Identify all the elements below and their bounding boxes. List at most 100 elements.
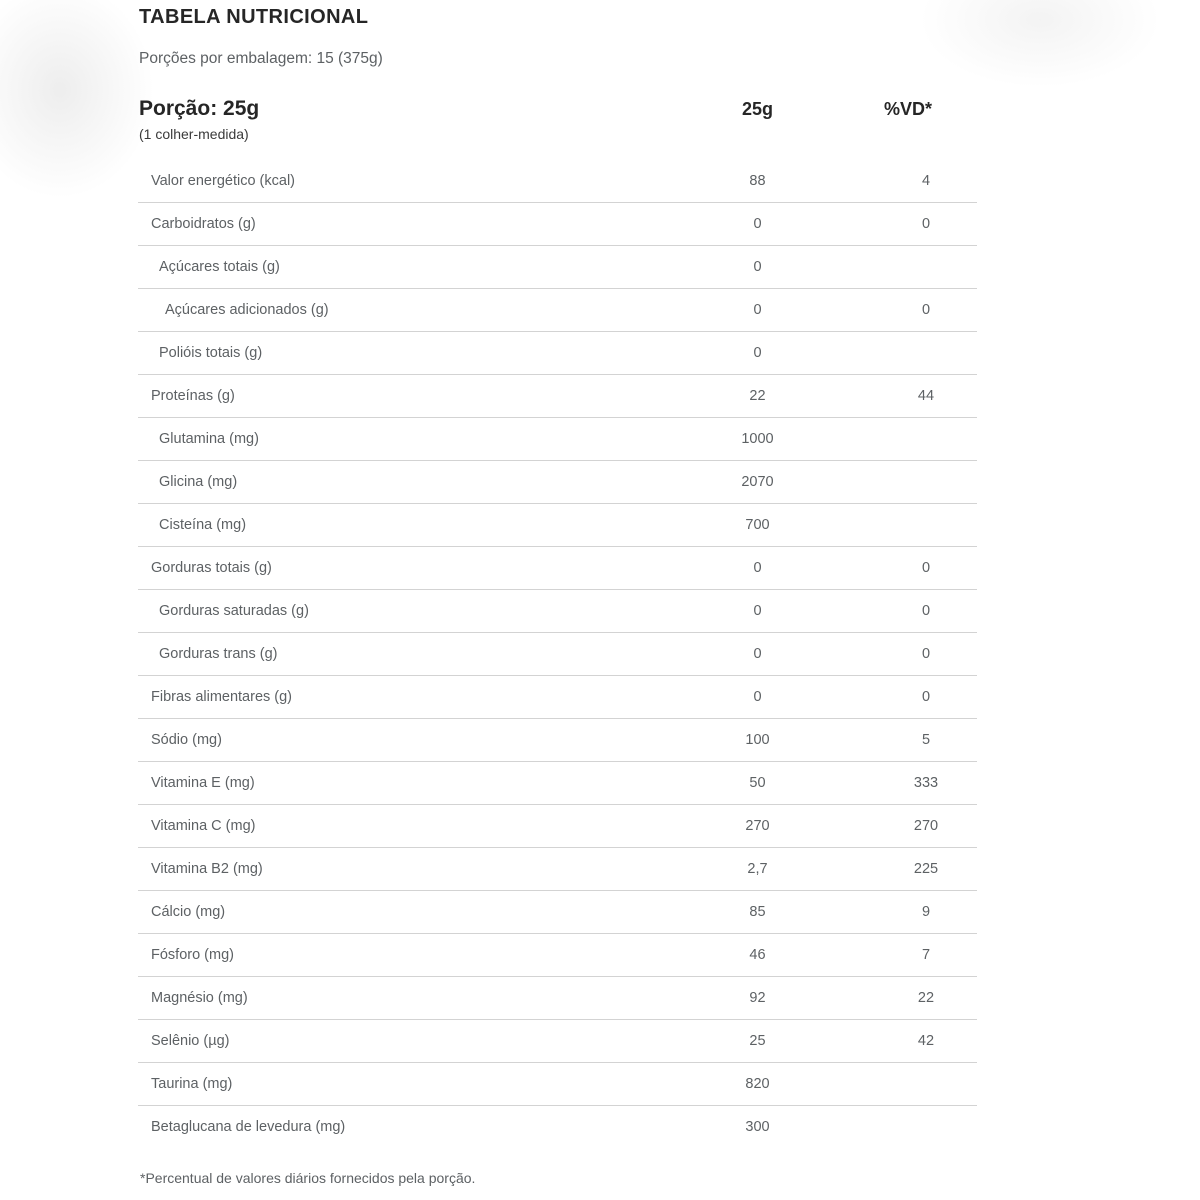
nutrient-amount: 88 — [749, 173, 766, 189]
nutrient-vd — [875, 1063, 977, 1105]
nutrient-amount: 92 — [749, 990, 766, 1006]
nutrient-vd: 22 — [917, 990, 935, 1006]
column-header-amount: 25g — [741, 98, 774, 119]
nutrient-amount: 0 — [753, 689, 762, 705]
nutrient-vd: 7 — [921, 947, 931, 963]
nutrient-label: Carboidratos (g) — [151, 216, 256, 232]
nutrient-amount: 2070 — [741, 474, 774, 490]
nutrient-label: Gorduras trans (g) — [159, 646, 278, 662]
nutrient-vd — [875, 461, 977, 503]
nutrient-amount: 25 — [749, 1033, 766, 1049]
table-header-row: Porção: 25g 25g %VD* — [138, 97, 977, 121]
nutrient-amount: 820 — [745, 1076, 770, 1092]
nutrient-vd: 0 — [921, 689, 931, 705]
nutrient-vd: 9 — [921, 904, 931, 920]
nutrient-amount: 50 — [749, 775, 766, 791]
portion-size-label: Porção: 25g — [139, 97, 260, 120]
table-row: Gorduras trans (g) 0 0 — [138, 633, 977, 676]
nutrient-label: Polióis totais (g) — [159, 345, 263, 361]
nutrient-vd — [875, 246, 977, 288]
table-row: Carboidratos (g) 0 0 — [138, 203, 977, 246]
nutrient-label: Glutamina (mg) — [159, 431, 259, 447]
daily-values-footnote: *Percentual de valores diários fornecido… — [140, 1170, 476, 1186]
nutrient-amount: 270 — [745, 818, 770, 834]
nutrient-label: Fibras alimentares (g) — [151, 689, 293, 705]
table-row: Fósforo (mg) 46 7 — [138, 934, 977, 977]
nutrient-vd: 270 — [913, 818, 939, 834]
table-row: Proteínas (g) 22 44 — [138, 375, 977, 418]
table-row: Selênio (µg) 25 42 — [138, 1020, 977, 1063]
nutrient-vd: 4 — [921, 173, 931, 189]
nutrient-label: Selênio (µg) — [151, 1033, 230, 1049]
table-row: Gorduras totais (g) 0 0 — [138, 547, 977, 590]
nutrient-amount: 22 — [749, 388, 766, 404]
table-row: Fibras alimentares (g) 0 0 — [138, 676, 977, 719]
nutrient-label: Sódio (mg) — [151, 732, 222, 748]
nutrient-amount: 100 — [745, 732, 770, 748]
table-row: Sódio (mg) 100 5 — [138, 719, 977, 762]
nutrient-label: Cálcio (mg) — [151, 904, 226, 920]
nutrient-label: Magnésio (mg) — [151, 990, 248, 1006]
nutrient-label: Proteínas (g) — [151, 388, 235, 404]
nutrient-vd: 0 — [921, 603, 931, 619]
nutrient-amount: 0 — [753, 345, 762, 361]
nutrient-label: Açúcares totais (g) — [159, 259, 280, 275]
nutrient-label: Glicina (mg) — [159, 474, 238, 490]
table-row: Magnésio (mg) 92 22 — [138, 977, 977, 1020]
nutrient-vd: 0 — [921, 646, 931, 662]
table-row: Vitamina B2 (mg) 2,7 225 — [138, 848, 977, 891]
table-row: Açúcares totais (g) 0 — [138, 246, 977, 289]
nutrition-table-body: Valor energético (kcal) 88 4 Carboidrato… — [138, 160, 977, 1149]
nutrient-amount: 300 — [745, 1119, 770, 1135]
nutrient-amount: 85 — [749, 904, 766, 920]
nutrient-label: Vitamina C (mg) — [151, 818, 256, 834]
nutrient-amount: 0 — [753, 259, 762, 275]
nutrient-vd: 42 — [917, 1033, 935, 1049]
nutrient-amount: 0 — [753, 302, 762, 318]
nutrient-amount: 1000 — [741, 431, 774, 447]
table-row: Betaglucana de levedura (mg) 300 — [138, 1106, 977, 1149]
nutrient-vd: 0 — [921, 302, 931, 318]
nutrient-vd: 44 — [917, 388, 935, 404]
nutrient-label: Cisteína (mg) — [159, 517, 247, 533]
nutrient-amount: 0 — [753, 646, 762, 662]
table-row: Polióis totais (g) 0 — [138, 332, 977, 375]
table-row: Gorduras saturadas (g) 0 0 — [138, 590, 977, 633]
nutrient-label: Valor energético (kcal) — [151, 173, 295, 189]
nutrient-label: Gorduras totais (g) — [151, 560, 272, 576]
nutrient-vd: 333 — [913, 775, 939, 791]
nutrient-label: Vitamina E (mg) — [151, 775, 255, 791]
nutrient-label: Fósforo (mg) — [151, 947, 234, 963]
table-row: Vitamina E (mg) 50 333 — [138, 762, 977, 805]
corner-tint-right — [880, 0, 1200, 110]
nutrient-amount: 2,7 — [747, 861, 768, 877]
nutrient-vd — [875, 332, 977, 374]
nutrient-amount: 0 — [753, 216, 762, 232]
nutrient-vd — [875, 504, 977, 546]
nutrient-vd: 225 — [913, 861, 939, 877]
table-row: Vitamina C (mg) 270 270 — [138, 805, 977, 848]
table-row: Taurina (mg) 820 — [138, 1063, 977, 1106]
table-row: Cisteína (mg) 700 — [138, 504, 977, 547]
column-header-vd: %VD* — [883, 98, 932, 119]
portion-measure-note: (1 colher-medida) — [139, 126, 249, 142]
servings-per-package: Porções por embalagem: 15 (375g) — [139, 50, 383, 67]
table-row: Glutamina (mg) 1000 — [138, 418, 977, 461]
table-row: Glicina (mg) 2070 — [138, 461, 977, 504]
nutrient-vd: 0 — [921, 560, 931, 576]
nutrient-amount: 0 — [753, 603, 762, 619]
nutrient-label: Açúcares adicionados (g) — [165, 302, 329, 318]
nutrient-label: Vitamina B2 (mg) — [151, 861, 263, 877]
nutrient-vd: 0 — [921, 216, 931, 232]
nutrient-amount: 0 — [753, 560, 762, 576]
nutrient-vd — [875, 418, 977, 460]
table-row: Cálcio (mg) 85 9 — [138, 891, 977, 934]
nutrient-label: Gorduras saturadas (g) — [159, 603, 309, 619]
table-row: Valor energético (kcal) 88 4 — [138, 160, 977, 203]
table-row: Açúcares adicionados (g) 0 0 — [138, 289, 977, 332]
section-title: TABELA NUTRICIONAL — [139, 6, 369, 28]
nutrient-amount: 700 — [745, 517, 770, 533]
nutrient-label: Betaglucana de levedura (mg) — [151, 1119, 346, 1135]
nutrient-vd — [875, 1106, 977, 1149]
